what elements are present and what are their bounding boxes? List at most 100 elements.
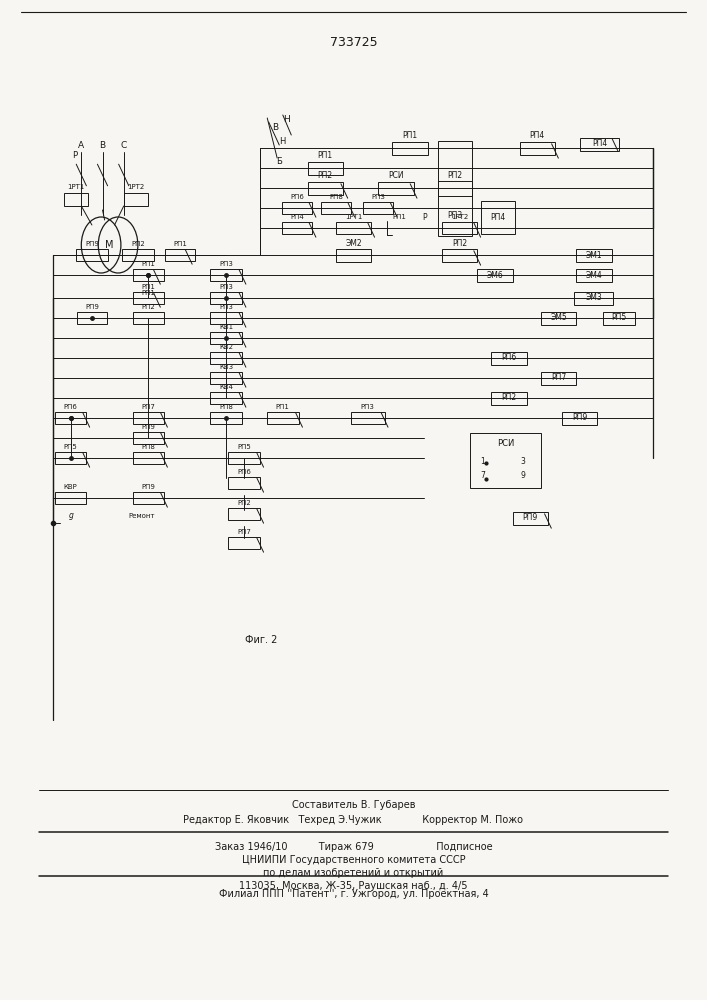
Text: РП8: РП8	[141, 444, 156, 450]
Text: РП5: РП5	[64, 444, 78, 450]
Text: КВ3: КВ3	[219, 364, 233, 370]
Text: РП9: РП9	[522, 514, 538, 522]
Bar	[228, 477, 259, 489]
Bar	[520, 141, 555, 154]
Text: РП7: РП7	[141, 404, 156, 410]
Text: РП3: РП3	[371, 194, 385, 200]
Text: A: A	[78, 140, 84, 149]
Text: 1РТ2: 1РТ2	[451, 214, 468, 220]
Bar	[76, 312, 107, 324]
Bar	[55, 412, 86, 424]
Bar	[55, 452, 86, 464]
Text: P: P	[422, 213, 426, 222]
Text: 3: 3	[521, 456, 525, 466]
Text: РП8: РП8	[219, 404, 233, 410]
Text: РП2: РП2	[452, 238, 467, 247]
Bar	[228, 537, 259, 549]
Text: РП3: РП3	[448, 211, 463, 220]
Text: РП1: РП1	[141, 261, 156, 267]
Bar	[133, 492, 163, 504]
Text: Филиал ППП ''Патент'', г. Ужгород, ул. Проектная, 4: Филиал ППП ''Патент'', г. Ужгород, ул. П…	[218, 889, 489, 899]
Text: РП6: РП6	[237, 469, 251, 475]
Text: РП2: РП2	[131, 241, 145, 247]
Text: ЭМ1: ЭМ1	[585, 250, 602, 259]
Bar	[576, 268, 612, 282]
Text: РП1: РП1	[173, 241, 187, 247]
Text: 1: 1	[481, 456, 485, 466]
Text: ЭМ6: ЭМ6	[486, 270, 503, 279]
Text: 733725: 733725	[329, 35, 378, 48]
Bar	[228, 452, 259, 464]
Bar	[133, 312, 163, 324]
Bar	[308, 182, 343, 194]
Text: P: P	[71, 150, 77, 159]
Text: Н: Н	[283, 114, 290, 123]
Text: РП9: РП9	[85, 241, 99, 247]
Text: М: М	[105, 240, 114, 250]
Bar	[210, 269, 242, 281]
Text: РП4: РП4	[592, 139, 607, 148]
Bar	[133, 412, 163, 424]
Bar	[210, 372, 242, 384]
Text: Заказ 1946/10          Тираж 679                    Подписное: Заказ 1946/10 Тираж 679 Подписное	[215, 842, 492, 852]
Bar	[76, 249, 107, 261]
Bar	[541, 371, 576, 384]
Bar	[133, 269, 163, 281]
Text: РП6: РП6	[290, 194, 304, 200]
Text: КВР: КВР	[64, 484, 78, 490]
Bar	[308, 161, 343, 174]
Text: РП3: РП3	[219, 261, 233, 267]
Text: ЭМ3: ЭМ3	[585, 294, 602, 302]
Text: РП7: РП7	[237, 529, 251, 535]
Text: РП6: РП6	[64, 404, 78, 410]
Text: РП8: РП8	[329, 194, 343, 200]
Text: ЭМ5: ЭМ5	[550, 314, 567, 322]
Bar	[210, 312, 242, 324]
Bar	[64, 193, 88, 206]
Text: РП9: РП9	[141, 424, 156, 430]
Text: РП1: РП1	[402, 131, 418, 140]
Text: ЦНИИПИ Государственного комитета СССР: ЦНИИПИ Государственного комитета СССР	[242, 855, 465, 865]
Bar	[133, 292, 163, 304]
Text: 1РТ1: 1РТ1	[67, 184, 84, 190]
Text: 113035, Москва, Ж-35, Раушская наб., д. 4/5: 113035, Москва, Ж-35, Раушская наб., д. …	[239, 881, 468, 891]
Text: КВ1: КВ1	[219, 324, 233, 330]
Text: Составитель В. Губарев: Составитель В. Губарев	[292, 800, 415, 810]
Text: РП4: РП4	[490, 214, 506, 223]
Bar	[55, 492, 86, 504]
Text: 1РТ2: 1РТ2	[127, 184, 144, 190]
Bar	[562, 412, 597, 424]
Bar	[210, 392, 242, 404]
Bar	[133, 452, 163, 464]
Bar	[210, 352, 242, 364]
Bar	[336, 222, 371, 234]
Bar	[481, 201, 515, 234]
Bar	[442, 248, 477, 261]
Bar	[122, 249, 154, 261]
Bar	[165, 249, 195, 261]
Text: РП1: РП1	[276, 404, 290, 410]
Bar	[491, 391, 527, 404]
Text: РП9: РП9	[572, 414, 588, 422]
Text: РП2: РП2	[501, 393, 517, 402]
Bar	[576, 248, 612, 261]
Text: РП7: РП7	[551, 373, 566, 382]
Bar	[281, 222, 312, 234]
Text: РП9: РП9	[141, 484, 156, 490]
Bar	[267, 412, 298, 424]
Text: РП6: РП6	[501, 354, 517, 362]
Bar	[602, 312, 635, 324]
Bar	[477, 268, 513, 282]
Text: B: B	[272, 122, 279, 131]
Bar	[124, 193, 148, 206]
Text: РСИ: РСИ	[388, 172, 404, 180]
Bar	[491, 352, 527, 364]
Text: РП5: РП5	[611, 314, 626, 322]
Text: g: g	[69, 512, 73, 520]
Text: КВ2: КВ2	[219, 344, 233, 350]
Text: Б: Б	[276, 156, 281, 165]
Text: РП1: РП1	[317, 151, 333, 160]
Text: Редактор Е. Яковчик   Техред Э.Чужик             Корректор М. Пожо: Редактор Е. Яковчик Техред Э.Чужик Корре…	[184, 815, 523, 825]
Text: Фиг. 2: Фиг. 2	[245, 635, 278, 645]
Text: РСИ: РСИ	[497, 438, 514, 448]
